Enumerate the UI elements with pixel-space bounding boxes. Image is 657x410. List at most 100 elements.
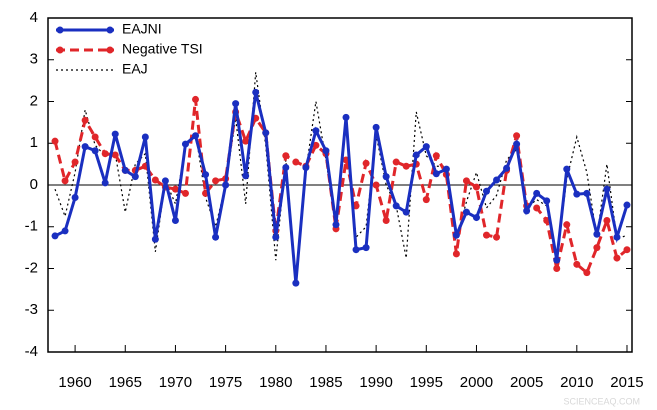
legend-label: EAJNI [122,21,162,37]
x-tick-label: 1960 [58,374,91,391]
point [151,176,159,184]
y-tick-label: 3 [30,51,38,68]
point [111,130,119,138]
y-tick-label: -4 [25,343,38,360]
point [472,183,480,191]
x-tick-label: 1965 [109,374,142,391]
point [372,181,380,189]
y-tick-label: -1 [25,218,38,235]
x-tick-label: 1970 [159,374,192,391]
point [171,216,179,224]
point [322,147,330,155]
point [101,179,109,187]
point [282,163,290,171]
point [71,194,79,202]
x-tick-label: 1975 [209,374,242,391]
point [392,158,400,166]
point [432,152,440,160]
point [121,166,129,174]
point [442,165,450,173]
legend-marker [56,26,64,34]
point [342,113,350,121]
y-tick-label: 0 [30,176,38,193]
point [352,246,360,254]
point [593,230,601,238]
point [513,132,521,140]
point [242,172,250,180]
point [362,159,370,167]
x-tick-label: 2005 [510,374,543,391]
series-line [54,91,629,284]
plot-frame [47,17,633,353]
point [212,177,220,185]
legend-label: EAJ [122,61,148,77]
point [483,231,491,239]
point [493,233,501,241]
legend-label: Negative TSI [122,41,203,57]
point [252,88,260,96]
point [101,150,109,158]
point [272,233,280,241]
x-tick-label: 1995 [410,374,443,391]
point [312,127,320,135]
x-tick-label: 1985 [309,374,342,391]
y-tick-label: 4 [30,9,38,26]
point [51,137,59,145]
point [462,177,470,185]
point [262,129,270,137]
point [412,151,420,159]
point [202,171,210,179]
point [452,250,460,258]
watermark: SCIENCEAQ.COM [563,396,640,406]
point [603,216,611,224]
point [161,177,169,185]
point [402,162,410,170]
point [81,116,89,124]
point [362,244,370,252]
point [181,189,189,197]
point [91,147,99,155]
point [603,185,611,193]
point [232,100,240,108]
point [61,227,69,235]
point [503,164,511,172]
y-tick-label: 2 [30,92,38,109]
x-tick-label: 2010 [560,374,593,391]
point [563,221,571,229]
point [613,233,621,241]
point [91,133,99,141]
point [111,151,119,159]
point [593,244,601,252]
point [192,95,200,103]
point [623,246,631,254]
point [493,176,501,184]
point [282,152,290,160]
point [553,265,561,272]
point [573,190,581,198]
point [472,214,480,222]
point [71,158,79,166]
point [51,232,59,240]
point [61,177,69,185]
point [192,132,200,140]
point [302,163,310,171]
point [222,181,230,189]
point [432,170,440,178]
legend-marker [106,26,114,34]
x-tick-label: 1990 [359,374,392,391]
x-tick-label: 2000 [460,374,493,391]
point [563,165,571,173]
point [452,231,460,239]
point [523,207,531,215]
point [141,133,149,141]
point [533,189,541,197]
point [483,187,491,195]
point [422,196,430,204]
point [513,140,521,148]
point [212,233,220,241]
point [553,256,561,264]
point [422,143,430,151]
y-tick-label: 1 [30,134,38,151]
point [462,208,470,216]
